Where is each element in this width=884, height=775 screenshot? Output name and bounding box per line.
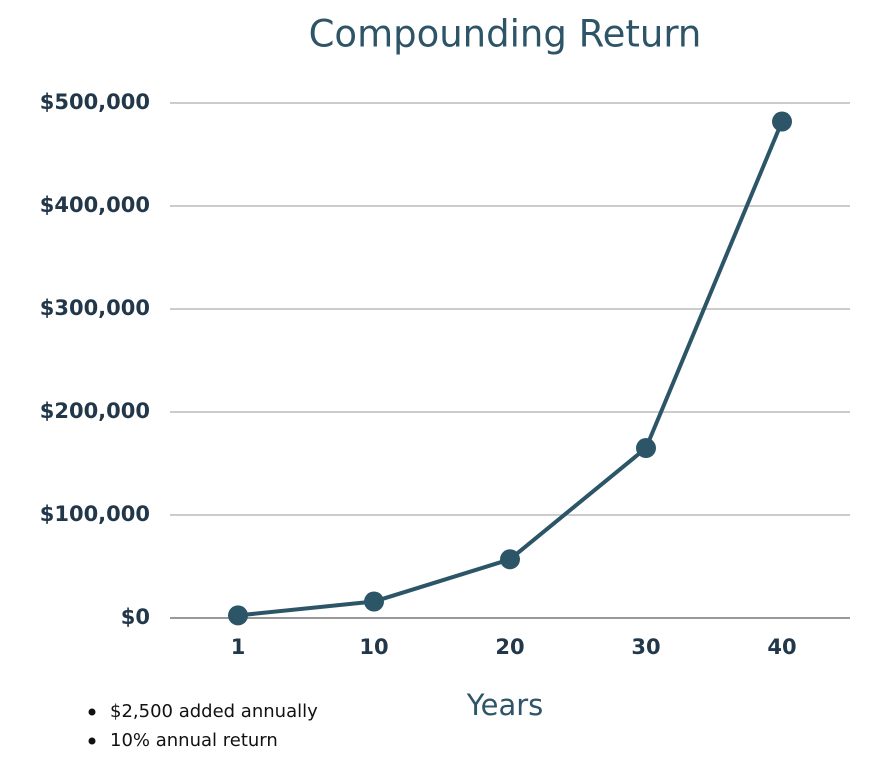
x-tick-label: 40 <box>767 635 796 659</box>
y-tick-label: $100,000 <box>40 502 150 526</box>
point <box>636 438 656 459</box>
y-tick-label: $300,000 <box>40 296 150 320</box>
chart-title: Compounding Return <box>309 13 702 56</box>
note: 10% annual return <box>110 730 278 751</box>
y-tick-label: $400,000 <box>40 193 150 217</box>
line <box>237 120 784 618</box>
y-tick-label: $500,000 <box>40 90 150 114</box>
bullet <box>88 737 96 745</box>
x-tick-label: 1 <box>231 635 246 659</box>
note: $2,500 added annually <box>110 701 318 722</box>
point <box>500 549 520 570</box>
x-tick-label: 30 <box>631 635 660 659</box>
point <box>772 111 792 132</box>
point <box>364 591 384 612</box>
x-tick-label: 20 <box>495 635 524 659</box>
bullet <box>88 708 96 716</box>
point <box>228 605 248 626</box>
x-axis-label: Years <box>466 688 544 722</box>
y-tick-label: $0 <box>121 605 150 629</box>
y-tick-label: $200,000 <box>40 399 150 423</box>
x-tick-label: 10 <box>359 635 388 659</box>
